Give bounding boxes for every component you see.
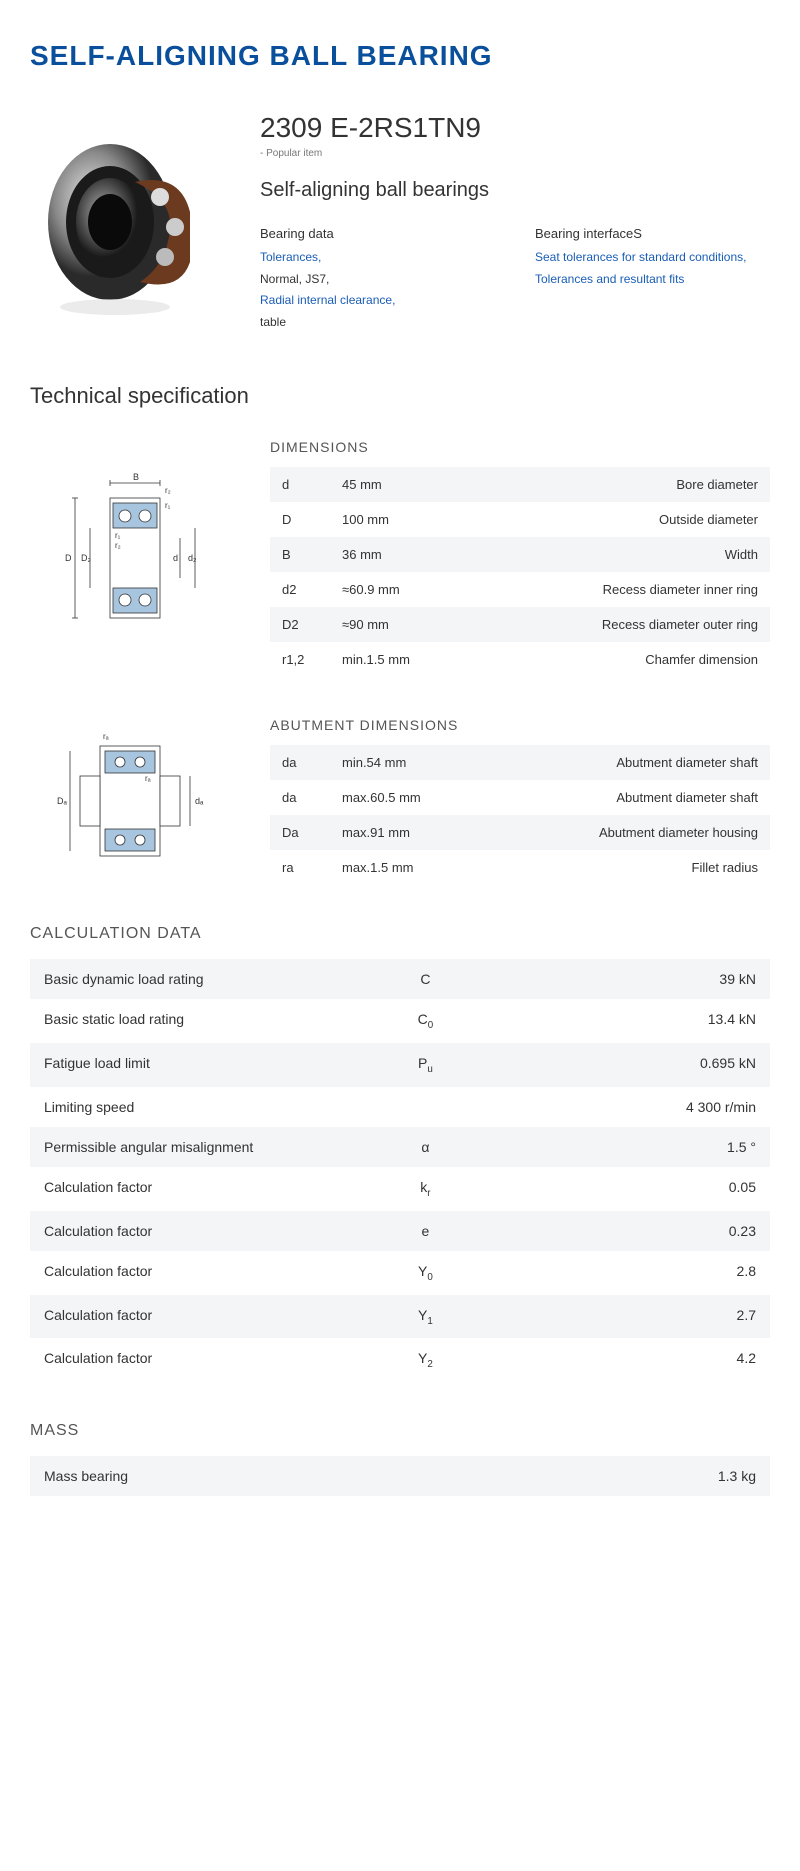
calc-table: Basic dynamic load ratingC39 kNBasic sta… [30, 959, 770, 1382]
page-title: SELF-ALIGNING BALL BEARING [30, 40, 770, 72]
svg-text:dₐ: dₐ [195, 796, 204, 806]
dimensions-title: DIMENSIONS [270, 439, 770, 455]
svg-text:rₐ: rₐ [103, 732, 110, 741]
bearing-interface-head: Bearing interfaceS [535, 226, 770, 241]
product-code: 2309 E-2RS1TN9 [260, 112, 770, 144]
svg-text:D₂: D₂ [81, 553, 91, 563]
spec-row: D2≈90 mmRecess diameter outer ring [270, 607, 770, 642]
info-line[interactable]: Tolerances, [260, 247, 495, 269]
svg-text:D: D [65, 553, 72, 563]
abutment-title: ABUTMENT DIMENSIONS [270, 717, 770, 733]
popular-badge: - Popular item [260, 148, 770, 159]
product-subtitle: Self-aligning ball bearings [260, 179, 770, 202]
calc-row: Permissible angular misalignmentα1.5 ° [30, 1127, 770, 1167]
abutment-table: ABUTMENT DIMENSIONS damin.54 mmAbutment … [270, 717, 770, 885]
dimensions-diagram: B r₂ r₁ r₁ r₂ D D₂ d d₂ [30, 439, 240, 677]
bearing-interface-col: Bearing interfaceS Seat tolerances for s… [535, 226, 770, 333]
tech-spec-title: Technical specification [30, 383, 770, 409]
mass-table: Mass bearing1.3 kg [30, 1456, 770, 1496]
spec-row: Damax.91 mmAbutment diameter housing [270, 815, 770, 850]
hero-section: 2309 E-2RS1TN9 - Popular item Self-align… [30, 112, 770, 333]
calc-row: Calculation factorY12.7 [30, 1295, 770, 1339]
spec-row: d45 mmBore diameter [270, 467, 770, 502]
product-image [30, 112, 230, 332]
spec-row: damin.54 mmAbutment diameter shaft [270, 745, 770, 780]
info-line[interactable]: Tolerances and resultant fits [535, 269, 770, 291]
svg-text:d: d [173, 553, 178, 563]
calc-row: Calculation factorkr0.05 [30, 1167, 770, 1211]
spec-row: r1,2min.1.5 mmChamfer dimension [270, 642, 770, 677]
calc-row: Mass bearing1.3 kg [30, 1456, 770, 1496]
mass-title: MASS [30, 1422, 770, 1440]
info-line[interactable]: Seat tolerances for standard conditions, [535, 247, 770, 269]
bearing-data-head: Bearing data [260, 226, 495, 241]
svg-text:r₁: r₁ [165, 501, 171, 510]
spec-row: damax.60.5 mmAbutment diameter shaft [270, 780, 770, 815]
calc-row: Calculation factore0.23 [30, 1211, 770, 1251]
spec-row: ramax.1.5 mmFillet radius [270, 850, 770, 885]
calc-row: Calculation factorY02.8 [30, 1251, 770, 1295]
svg-text:Dₐ: Dₐ [57, 796, 67, 806]
svg-text:B: B [133, 472, 139, 482]
info-line: Normal, JS7, [260, 269, 495, 291]
info-line: table [260, 312, 495, 334]
svg-text:r₂: r₂ [115, 541, 121, 550]
calc-row: Calculation factorY24.2 [30, 1338, 770, 1382]
calc-row: Fatigue load limitPu0.695 kN [30, 1043, 770, 1087]
calc-row: Basic static load ratingC013.4 kN [30, 999, 770, 1043]
info-line[interactable]: Radial internal clearance, [260, 290, 495, 312]
spec-row: d2≈60.9 mmRecess diameter inner ring [270, 572, 770, 607]
calc-row: Limiting speed4 300 r/min [30, 1087, 770, 1127]
svg-text:d₂: d₂ [188, 553, 197, 563]
bearing-data-col: Bearing data Tolerances,Normal, JS7,Radi… [260, 226, 495, 333]
spec-row: B36 mmWidth [270, 537, 770, 572]
svg-text:r₂: r₂ [165, 486, 171, 495]
abutment-diagram: rₐ rₐ Dₐ dₐ [30, 717, 240, 885]
spec-row: D100 mmOutside diameter [270, 502, 770, 537]
svg-text:r₁: r₁ [115, 531, 121, 540]
calc-row: Basic dynamic load ratingC39 kN [30, 959, 770, 999]
calc-title: CALCULATION DATA [30, 925, 770, 943]
dimensions-table: DIMENSIONS d45 mmBore diameterD100 mmOut… [270, 439, 770, 677]
